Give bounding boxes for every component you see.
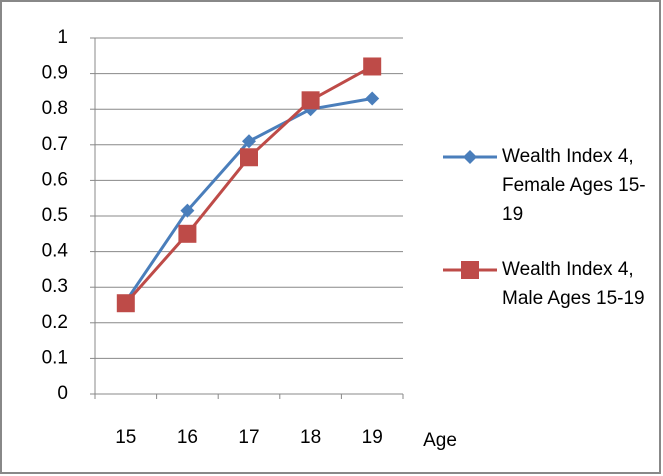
- legend-marker: [461, 261, 479, 279]
- data-point: [301, 91, 320, 110]
- y-tick-label: 1: [57, 27, 68, 48]
- data-point: [180, 203, 195, 218]
- data-point: [365, 91, 380, 106]
- y-tick-label: 0.6: [42, 169, 68, 190]
- x-tick-label: 18: [300, 427, 321, 448]
- data-point: [242, 134, 256, 149]
- y-tick-label: 0.3: [42, 276, 68, 297]
- y-tick-label: 0.9: [42, 63, 68, 84]
- y-tick-label: 0.1: [42, 347, 68, 368]
- y-tick-label: 0.4: [42, 241, 69, 262]
- y-tick-label: 0.8: [42, 98, 68, 119]
- data-point: [116, 294, 135, 313]
- legend-label: Wealth Index 4, Male Ages 15-19: [502, 259, 645, 309]
- data-point: [178, 224, 197, 243]
- legend-marker: [463, 150, 477, 164]
- data-point: [363, 57, 382, 76]
- x-tick-label: 15: [115, 427, 136, 448]
- y-tick-label: 0: [57, 383, 68, 404]
- data-point: [240, 148, 258, 167]
- x-tick-label: 17: [238, 427, 259, 448]
- x-tick-label: 16: [177, 427, 198, 448]
- y-tick-label: 0.5: [42, 205, 68, 226]
- legend-label: Wealth Index 4, Female Ages 15-19: [502, 146, 646, 225]
- x-axis-label: Age: [423, 430, 457, 451]
- y-tick-label: 0.2: [42, 312, 68, 333]
- x-tick-label: 19: [362, 427, 383, 448]
- y-tick-label: 0.7: [42, 134, 68, 155]
